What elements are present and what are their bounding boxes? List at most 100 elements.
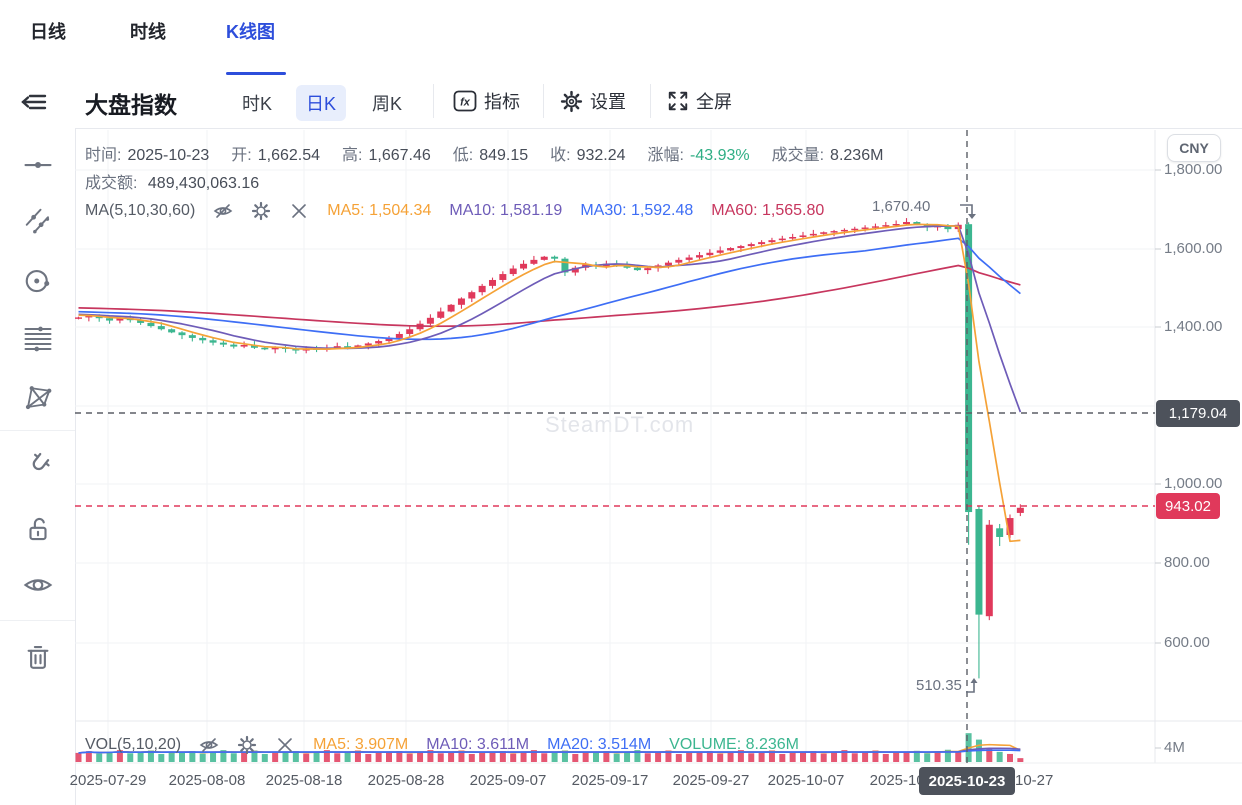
info-field-label: 成交量: bbox=[771, 147, 825, 164]
eye-off-icon[interactable] bbox=[213, 201, 233, 221]
crosshair-date-badge: 2025-10-23 bbox=[919, 767, 1015, 795]
high-point-annotation: 1,670.40 bbox=[872, 198, 931, 215]
fullscreen-label: 全屏 bbox=[696, 92, 732, 112]
time-axis-label: 2025-09-17 bbox=[571, 772, 649, 789]
legend-ma-value: MA30: 1,592.48 bbox=[580, 202, 694, 219]
time-axis-label: 2025-08-18 bbox=[265, 772, 343, 789]
trend-line-tool-icon[interactable] bbox=[23, 150, 53, 180]
tab-daily-line[interactable]: 日线 bbox=[30, 22, 66, 42]
info-field: 收: 932.24 bbox=[550, 141, 625, 165]
legend-ma-value: MA10: 1,581.19 bbox=[449, 202, 563, 219]
magnet-tool-icon[interactable] bbox=[23, 450, 53, 480]
info-field: 开: 1,662.54 bbox=[231, 141, 320, 165]
svg-text:fx: fx bbox=[460, 97, 471, 109]
last-price-badge: 943.02 bbox=[1156, 493, 1220, 519]
info-field-label: 时间: bbox=[85, 147, 122, 164]
page-title: 大盘指数 bbox=[85, 92, 177, 118]
period-tab-dayk[interactable]: 日K bbox=[296, 85, 347, 121]
time-axis-label: 2025-08-08 bbox=[168, 772, 246, 789]
settings-button[interactable]: 设置 bbox=[560, 88, 626, 114]
info-field: 涨幅: -43.93% bbox=[648, 141, 750, 165]
info-field: 时间: 2025-10-23 bbox=[85, 141, 209, 165]
turnover-value: 489,430,063.16 bbox=[147, 175, 260, 192]
indicator-label: 指标 bbox=[484, 92, 520, 112]
low-point-annotation: 510.35 bbox=[916, 677, 962, 694]
vol-legend-row: VOL(5,10,20) MA5: 3.907M MA10: 3.611M MA20:… bbox=[85, 735, 799, 755]
info-field-value: 2025-10-23 bbox=[127, 147, 210, 164]
close-icon[interactable] bbox=[289, 201, 309, 221]
info-field: 低: 849.15 bbox=[453, 141, 528, 165]
currency-badge: CNY bbox=[1167, 134, 1221, 162]
turnover-label: 成交额: bbox=[85, 175, 138, 192]
price-axis-tick: 1,800.00 bbox=[1164, 161, 1223, 178]
vol-legend-name: VOL(5,10,20) bbox=[85, 736, 182, 753]
drawing-toolbar bbox=[0, 128, 76, 805]
tab-kline-chart[interactable]: K线图 bbox=[226, 22, 275, 42]
price-axis-tick: 600.00 bbox=[1164, 634, 1210, 651]
time-axis-label: 2025-09-07 bbox=[469, 772, 547, 789]
info-field-label: 高: bbox=[342, 147, 363, 164]
toolbar-separator bbox=[433, 84, 434, 118]
close-icon[interactable] bbox=[275, 735, 295, 755]
info-field-value: -43.93% bbox=[690, 147, 750, 164]
price-axis-tick: 1,400.00 bbox=[1164, 318, 1223, 335]
time-axis-label: 2025-07-29 bbox=[69, 772, 147, 789]
info-field-label: 低: bbox=[452, 147, 474, 164]
fullscreen-button[interactable]: 全屏 bbox=[667, 88, 732, 114]
active-tab-indicator bbox=[226, 72, 286, 75]
circle-tool-icon[interactable] bbox=[23, 266, 53, 296]
fib-lines-tool-icon[interactable] bbox=[23, 324, 53, 354]
xabcd-pattern-tool-icon[interactable] bbox=[23, 382, 53, 412]
trash-tool-icon[interactable] bbox=[23, 642, 53, 672]
price-axis-tick: 800.00 bbox=[1164, 554, 1210, 571]
ma-legend-row: MA(5,10,30,60) MA5: 1,504.34 MA10: 1,581.1… bbox=[85, 201, 824, 221]
time-axis-label: 2025-08-28 bbox=[367, 772, 445, 789]
info-field-label: 涨幅: bbox=[647, 147, 684, 164]
price-axis-tick: 1,600.00 bbox=[1164, 240, 1223, 257]
ohlc-info-row: 时间: 2025-10-23 开: 1,662.54 高: 1,667.46 低: 849.1… bbox=[85, 141, 883, 165]
info-field-value: 932.24 bbox=[576, 147, 626, 164]
info-field-value: 1,667.46 bbox=[368, 147, 431, 164]
settings-label: 设置 bbox=[590, 92, 626, 112]
gear-icon bbox=[560, 90, 583, 113]
legend-ma-value: MA20: 3.514M bbox=[547, 736, 652, 753]
period-tab-weekk[interactable]: 周K bbox=[372, 94, 403, 114]
legend-ma-value: MA5: 3.907M bbox=[313, 736, 409, 753]
info-field-value: 1,662.54 bbox=[257, 147, 321, 164]
price-axis-tick: 1,000.00 bbox=[1164, 475, 1223, 492]
gear-icon[interactable] bbox=[237, 735, 257, 755]
period-tab-hourk[interactable]: 时K bbox=[242, 94, 273, 114]
fx-indicator-icon: fx bbox=[453, 90, 477, 112]
gear-icon[interactable] bbox=[251, 201, 271, 221]
time-axis-label: 2025-09-27 bbox=[672, 772, 750, 789]
turnover-row: 成交额: 489,430,063.16 bbox=[85, 169, 259, 193]
sidebar-divider bbox=[0, 620, 75, 621]
chart-toolbar: 大盘指数 时K 日K 周K fx 指标 bbox=[0, 76, 1242, 129]
info-field-value: 849.15 bbox=[479, 147, 529, 164]
indicator-button[interactable]: fx 指标 bbox=[453, 88, 520, 114]
legend-ma-value: MA5: 1,504.34 bbox=[327, 202, 432, 219]
crosshair-price-badge: 1,179.04 bbox=[1156, 400, 1240, 427]
time-axis-label: 2025-10-07 bbox=[767, 772, 845, 789]
turnover-field: 成交额: 489,430,063.16 bbox=[85, 169, 259, 193]
legend-ma-value: MA10: 3.611M bbox=[426, 736, 530, 753]
legend-ma-value: VOLUME: 8.236M bbox=[669, 736, 799, 753]
eye-tool-icon[interactable] bbox=[23, 570, 53, 600]
info-field-label: 开: bbox=[231, 147, 252, 164]
info-field: 成交量: 8.236M bbox=[772, 141, 884, 165]
ma-legend-name: MA(5,10,30,60) bbox=[85, 202, 196, 219]
tab-hour-line[interactable]: 时线 bbox=[130, 22, 166, 42]
toolbar-separator bbox=[650, 84, 651, 118]
toolbar-separator bbox=[543, 84, 544, 118]
unlock-tool-icon[interactable] bbox=[23, 514, 53, 544]
sidebar-divider bbox=[0, 430, 75, 431]
collapse-panel-icon[interactable] bbox=[18, 86, 50, 118]
watermark: SteamDT.com bbox=[545, 412, 695, 437]
price-axis-tick: 4M bbox=[1164, 739, 1185, 756]
info-field-label: 收: bbox=[550, 147, 571, 164]
eye-off-icon[interactable] bbox=[199, 735, 219, 755]
info-field-value: 8.236M bbox=[830, 147, 884, 164]
multi-trend-line-tool-icon[interactable] bbox=[23, 206, 53, 236]
